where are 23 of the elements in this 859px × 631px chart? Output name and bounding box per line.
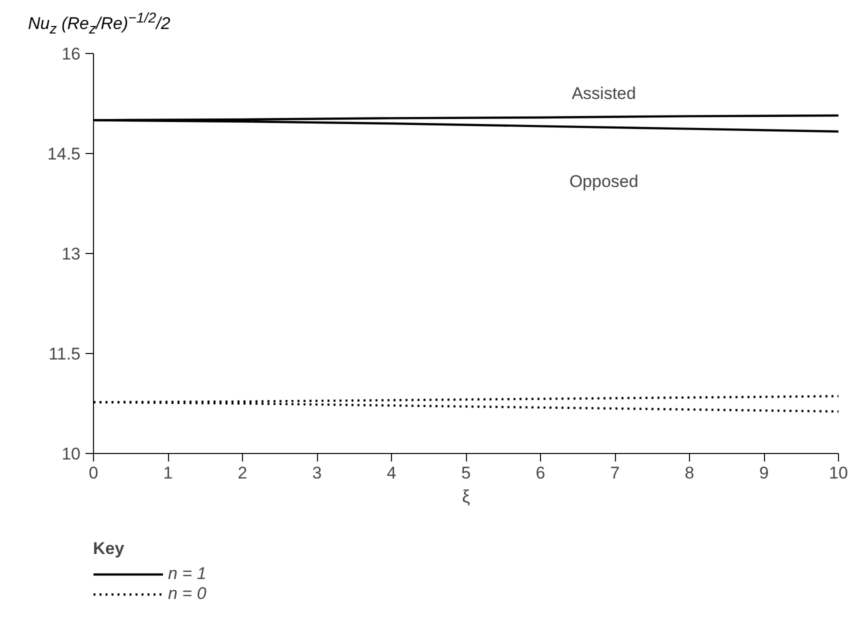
y-axis-title: Nu$_{z}$ (Re$_{z}$/Re)$^{−1/2}$/2 [28, 10, 170, 38]
x-tick-label: 9 [759, 464, 769, 482]
x-tick-label: 10 [829, 464, 848, 482]
x-axis-title: ξ [462, 486, 470, 506]
y-tick-label: 14.5 [47, 144, 81, 164]
x-tick-label: 1 [163, 464, 173, 482]
y-tick-label: 11.5 [48, 344, 81, 364]
x-tick-label: 2 [238, 464, 248, 482]
legend-title: Key [93, 539, 126, 559]
x-tick-label: 5 [461, 464, 471, 482]
x-tick-label: 4 [386, 464, 396, 482]
y-tick-label: 13 [62, 244, 81, 264]
annotation: Opposed [569, 172, 638, 191]
x-tick-label: 8 [684, 464, 694, 482]
x-tick-label: 6 [536, 464, 546, 482]
x-tick-label: 3 [312, 464, 322, 482]
x-tick-label: 7 [610, 464, 620, 482]
y-tick-label: 10 [62, 444, 81, 464]
x-tick-label: 0 [88, 464, 98, 482]
y-tick-label: 16 [62, 44, 81, 64]
annotation: Assisted [572, 84, 636, 103]
legend-label: n = 1 [168, 564, 206, 584]
legend-label: n = 0 [168, 584, 206, 604]
